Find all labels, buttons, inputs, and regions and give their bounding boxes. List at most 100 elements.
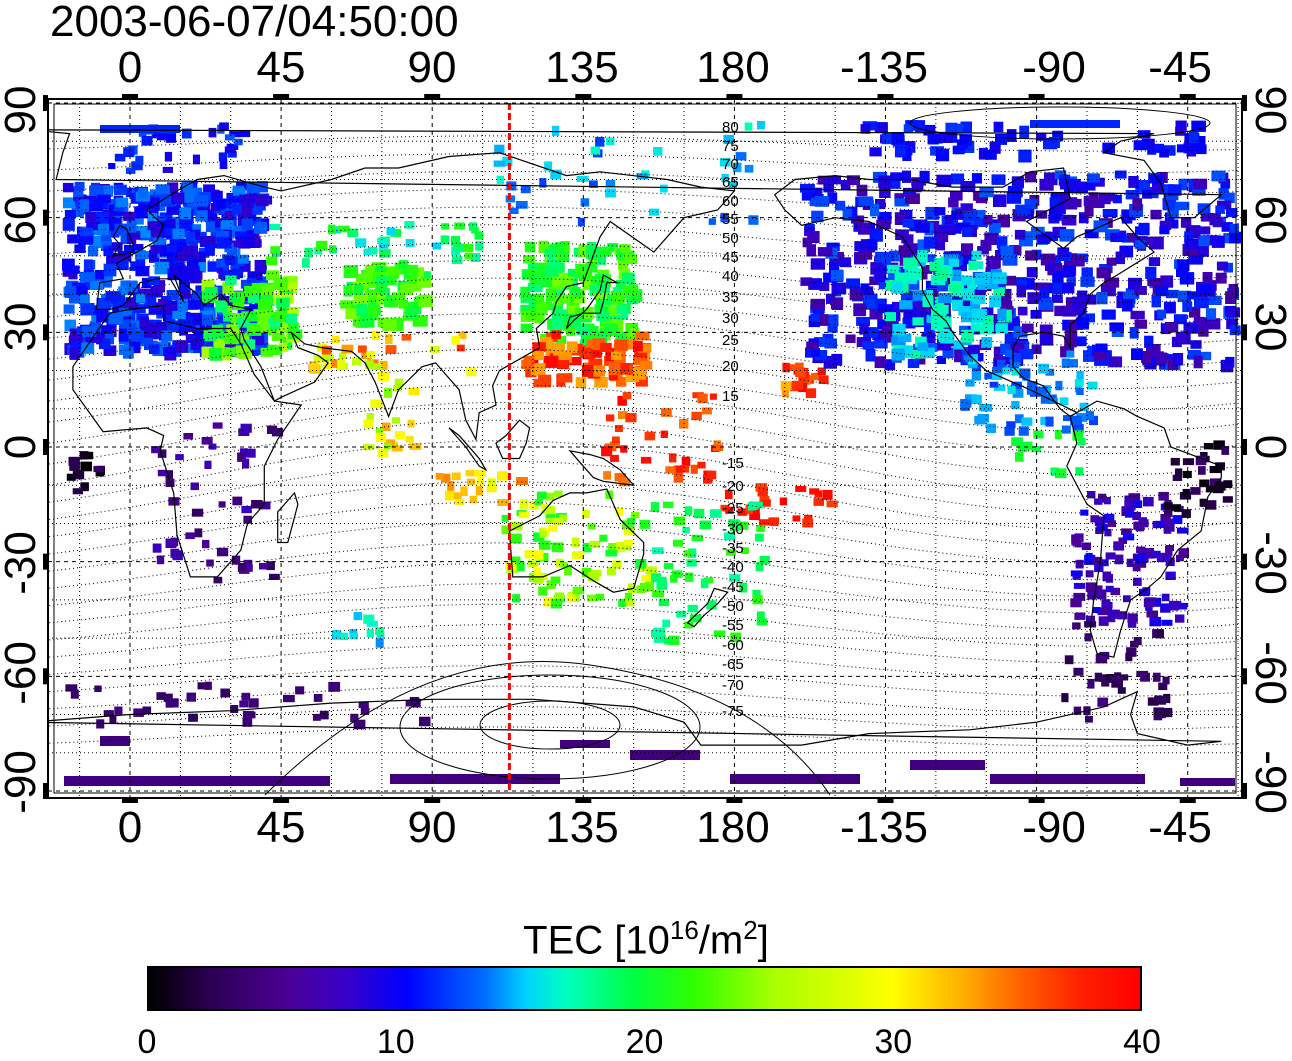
tec-cell — [231, 555, 241, 565]
tec-cell — [669, 453, 677, 463]
tec-cell — [385, 266, 401, 275]
tec-cell — [1073, 336, 1087, 347]
tec-cell — [616, 304, 627, 314]
tec-cell — [924, 306, 938, 319]
tec-cell — [1118, 537, 1127, 544]
tec-cell — [1073, 706, 1082, 715]
tec-cell — [1102, 571, 1112, 582]
tec-cell — [141, 135, 153, 146]
tec-cell — [191, 187, 203, 198]
tec-cell — [811, 348, 820, 357]
tec-cell — [150, 245, 162, 254]
tec-cell — [532, 351, 545, 360]
tec-cell — [1163, 693, 1171, 704]
tec-cell — [808, 278, 822, 290]
tec-cell — [719, 157, 731, 167]
tec-cell — [1127, 613, 1138, 623]
tec-cell — [934, 207, 946, 216]
tec-cell — [134, 206, 148, 219]
tec-cell — [1062, 282, 1075, 294]
tec-cell — [989, 381, 999, 388]
tec-cell — [973, 286, 986, 296]
tec-cell — [995, 134, 1008, 145]
tec-cell — [213, 576, 223, 584]
contour-label: 50 — [722, 230, 739, 247]
tec-cell — [109, 714, 117, 724]
tec-cell — [950, 173, 965, 185]
tec-cell — [1132, 512, 1141, 521]
tec-cell — [1000, 343, 1011, 355]
tec-cell — [1150, 550, 1161, 559]
tec-cell — [567, 304, 580, 314]
tec-cell — [62, 182, 74, 193]
tec-cell — [258, 501, 271, 510]
tec-cell — [891, 281, 904, 294]
tec-cell — [817, 367, 826, 376]
tec-cell — [1021, 417, 1033, 426]
tec-cell — [596, 310, 610, 321]
tec-cell — [878, 175, 892, 189]
tec-cell — [800, 183, 815, 193]
tec-cell — [974, 415, 986, 425]
tec-cell — [147, 212, 158, 225]
contour-label: 70 — [722, 156, 739, 173]
tec-cell — [151, 446, 162, 454]
tec-cell — [149, 343, 160, 354]
tec-cell — [1085, 552, 1093, 562]
tec-cell — [1089, 415, 1098, 426]
tec-cell — [1119, 674, 1129, 681]
tec-cell — [230, 313, 244, 324]
tec-cell — [623, 254, 638, 264]
tec-cell — [1065, 297, 1078, 309]
tec-cell — [220, 688, 230, 698]
south-pole-contour — [399, 674, 701, 780]
tec-cell — [962, 210, 977, 221]
tec-cell — [1002, 367, 1011, 375]
tec-cell — [1175, 614, 1185, 623]
tec-cell — [892, 301, 905, 312]
tec-cell — [372, 330, 381, 341]
tec-cell — [165, 470, 173, 479]
tec-cell — [680, 465, 690, 473]
tec-cell — [610, 290, 625, 303]
coast-new-zealand — [686, 587, 729, 628]
tec-cell — [1213, 440, 1225, 450]
tec-cell — [1017, 442, 1027, 453]
tec-cell — [872, 330, 886, 340]
tec-cell — [112, 304, 127, 314]
tec-cell — [147, 221, 159, 231]
tec-cell — [185, 532, 195, 540]
tec-cell — [101, 325, 112, 334]
tec-cell — [435, 473, 444, 480]
y-tick-mark — [1242, 209, 1247, 226]
tec-cell — [1006, 421, 1016, 429]
tec-cell — [1223, 480, 1233, 488]
tec-cell — [1039, 178, 1054, 191]
tec-cell — [1066, 277, 1076, 287]
tec-cell — [597, 246, 612, 257]
tec-cell — [1205, 485, 1214, 493]
tec-cell — [610, 351, 622, 360]
tec-cell — [235, 235, 245, 248]
tec-cell — [1007, 385, 1016, 394]
tec-cell — [622, 520, 634, 530]
tec-cell — [903, 124, 914, 133]
tec-cell — [1184, 231, 1194, 243]
tec-cell — [649, 208, 660, 216]
tec-cell — [137, 187, 148, 199]
tec-cell — [254, 259, 267, 273]
coast-antarctica — [48, 690, 1222, 746]
tec-cell — [251, 336, 265, 346]
tec-cell — [1006, 191, 1022, 204]
tec-cell — [690, 464, 698, 474]
tec-cell — [1070, 570, 1083, 577]
tec-cell — [991, 373, 1003, 380]
tec-cell — [1026, 267, 1038, 278]
tec-cell — [1160, 514, 1171, 522]
tec-cell — [204, 287, 218, 296]
tec-cell — [795, 485, 807, 492]
tec-cell — [212, 422, 223, 429]
tec-cell — [241, 217, 253, 231]
tec-cell — [1172, 474, 1183, 481]
